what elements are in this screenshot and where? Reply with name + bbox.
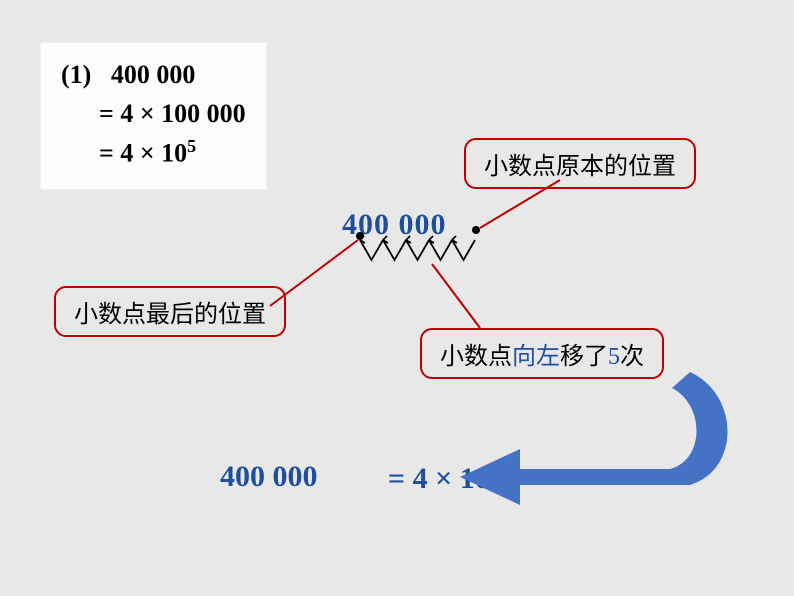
callout-3d: 5 [608,344,620,370]
result-right-sup: 5 [490,460,500,482]
result-left: 400 000 [220,460,318,494]
callout-1-text: 小数点原本的位置 [484,154,676,180]
formula-line-3: = 4 × 105 [61,133,246,173]
big-arrow [460,372,728,505]
formula-line-2-text: = 4 × 100 000 [99,99,246,128]
pointer-lines [270,180,560,328]
callout-final-position: 小数点最后的位置 [54,286,286,337]
formula-line-3-sup: 5 [187,136,196,156]
formula-prefix: (1) [61,60,91,89]
formula-line-1: (1) 400 000 [61,55,246,94]
callout-3b: 向左 [512,344,560,370]
center-number-text: 400 000 [342,208,447,241]
formula-line-3a: = 4 × 10 [99,139,187,168]
result-right: = 4 × 105 [388,460,500,496]
callout-3c: 移了 [560,344,608,370]
callout-original-position: 小数点原本的位置 [464,138,696,189]
callout-moved-left: 小数点向左移了5次 [420,328,664,379]
formula-value-1: 400 000 [111,60,196,89]
pointer-3 [432,264,480,328]
result-right-a: = 4 × 10 [388,462,490,495]
center-number: 400 000 [342,208,447,242]
formula-line-2: = 4 × 100 000 [61,94,246,133]
callout-3a: 小数点 [440,344,512,370]
formula-box: (1) 400 000 = 4 × 100 000 = 4 × 105 [40,42,267,190]
callout-3e: 次 [620,344,644,370]
callout-2-text: 小数点最后的位置 [74,302,266,328]
dot-right [472,226,480,234]
result-left-text: 400 000 [220,460,318,493]
